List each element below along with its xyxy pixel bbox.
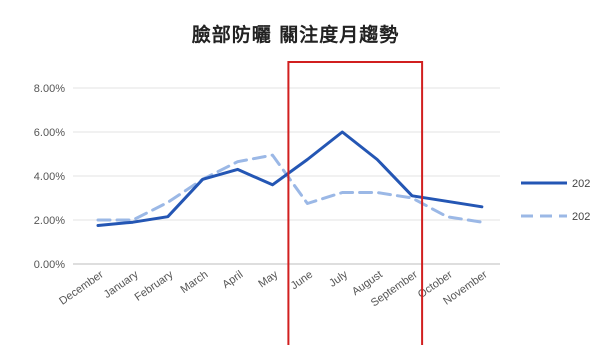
chart-title: 臉部防曬 關注度月趨勢 [191,24,400,46]
legend-label: 202 [572,178,590,190]
x-tick-label: May [256,268,280,290]
y-tick-label: 6.00% [34,127,65,139]
y-tick-label: 4.00% [34,171,65,183]
series-line [96,153,484,224]
highlight-box [287,61,424,345]
y-axis-labels: 0.00% 2.00% 4.00% 6.00% 8.00% [34,83,65,271]
x-tick-label: March [179,269,211,296]
highlight-rect [287,61,424,345]
y-tick-label: 0.00% [34,259,65,271]
legend-label: 202 [572,211,590,223]
x-tick-label: April [220,269,245,291]
series-lines [96,130,484,227]
y-tick-label: 8.00% [34,83,65,95]
x-tick-label: July [327,268,350,289]
x-tick-label: February [133,268,176,303]
legend: 202 202 [521,178,590,223]
x-tick-label: December [57,268,106,307]
x-tick-label: June [289,269,315,293]
series-line [96,130,484,227]
y-tick-label: 2.00% [34,215,65,227]
